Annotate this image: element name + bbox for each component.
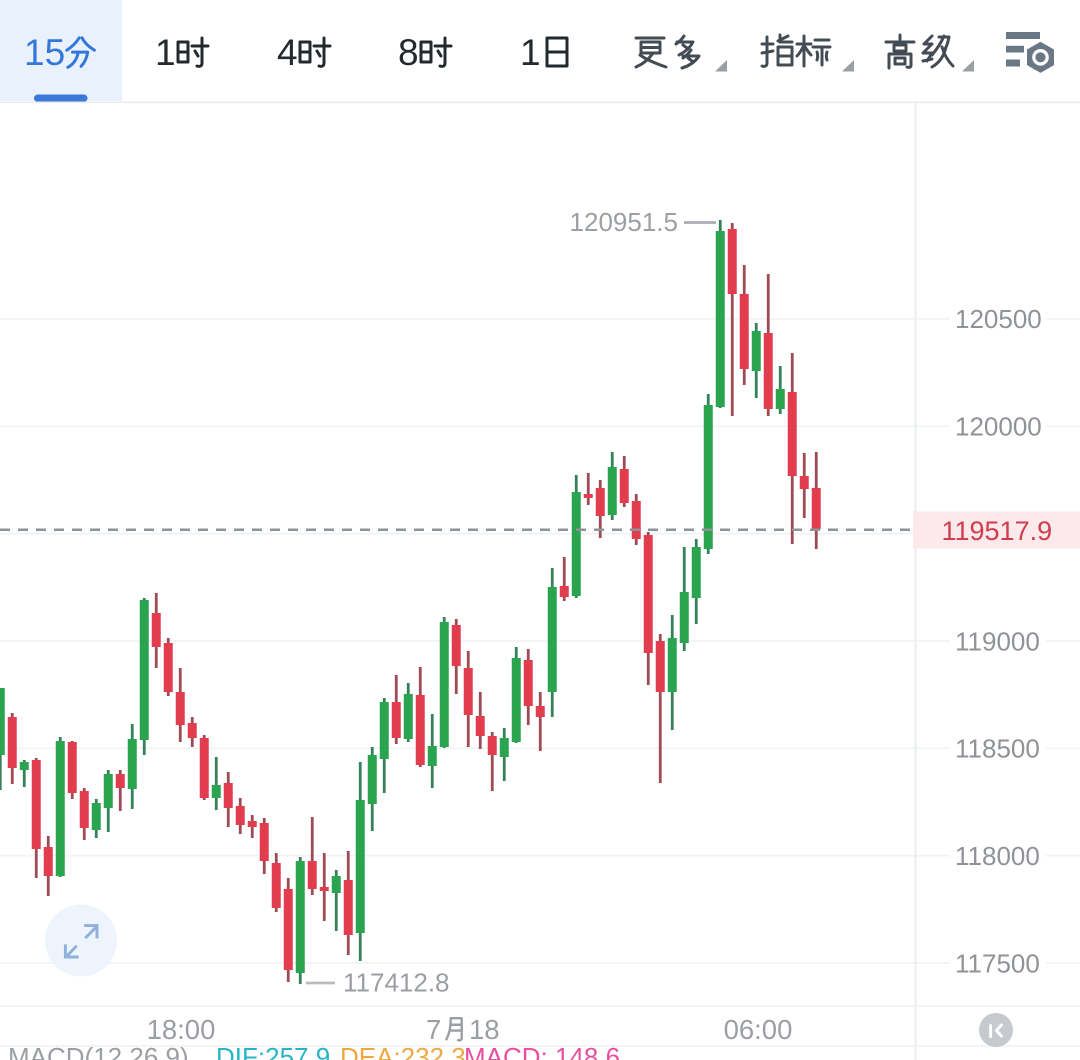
- svg-text:06:00: 06:00: [724, 1014, 793, 1045]
- svg-text:15: 15: [24, 32, 65, 73]
- svg-text:118000: 118000: [955, 841, 1040, 871]
- svg-text:DIF:257.9: DIF:257.9: [216, 1042, 330, 1060]
- svg-text:1: 1: [155, 32, 176, 73]
- svg-text:120000: 120000: [955, 412, 1042, 442]
- svg-text:118500: 118500: [955, 734, 1040, 764]
- svg-text:18: 18: [469, 1014, 500, 1045]
- svg-text:MACD(12,26,9): MACD(12,26,9): [8, 1042, 189, 1060]
- svg-text:18:00: 18:00: [147, 1014, 216, 1045]
- svg-text:7: 7: [426, 1014, 441, 1045]
- svg-text:MACD: 148.6: MACD: 148.6: [464, 1042, 620, 1060]
- svg-text:120951.5: 120951.5: [570, 207, 678, 237]
- svg-text:117500: 117500: [955, 948, 1040, 978]
- svg-text:DEA:232.3: DEA:232.3: [340, 1042, 466, 1060]
- svg-text:120500: 120500: [955, 304, 1042, 334]
- svg-text:8: 8: [398, 32, 419, 73]
- svg-text:117412.8: 117412.8: [343, 968, 450, 998]
- svg-text:1: 1: [520, 32, 541, 73]
- svg-text:119517.9: 119517.9: [942, 516, 1053, 546]
- svg-text:119000: 119000: [955, 626, 1040, 656]
- svg-text:4: 4: [277, 32, 298, 73]
